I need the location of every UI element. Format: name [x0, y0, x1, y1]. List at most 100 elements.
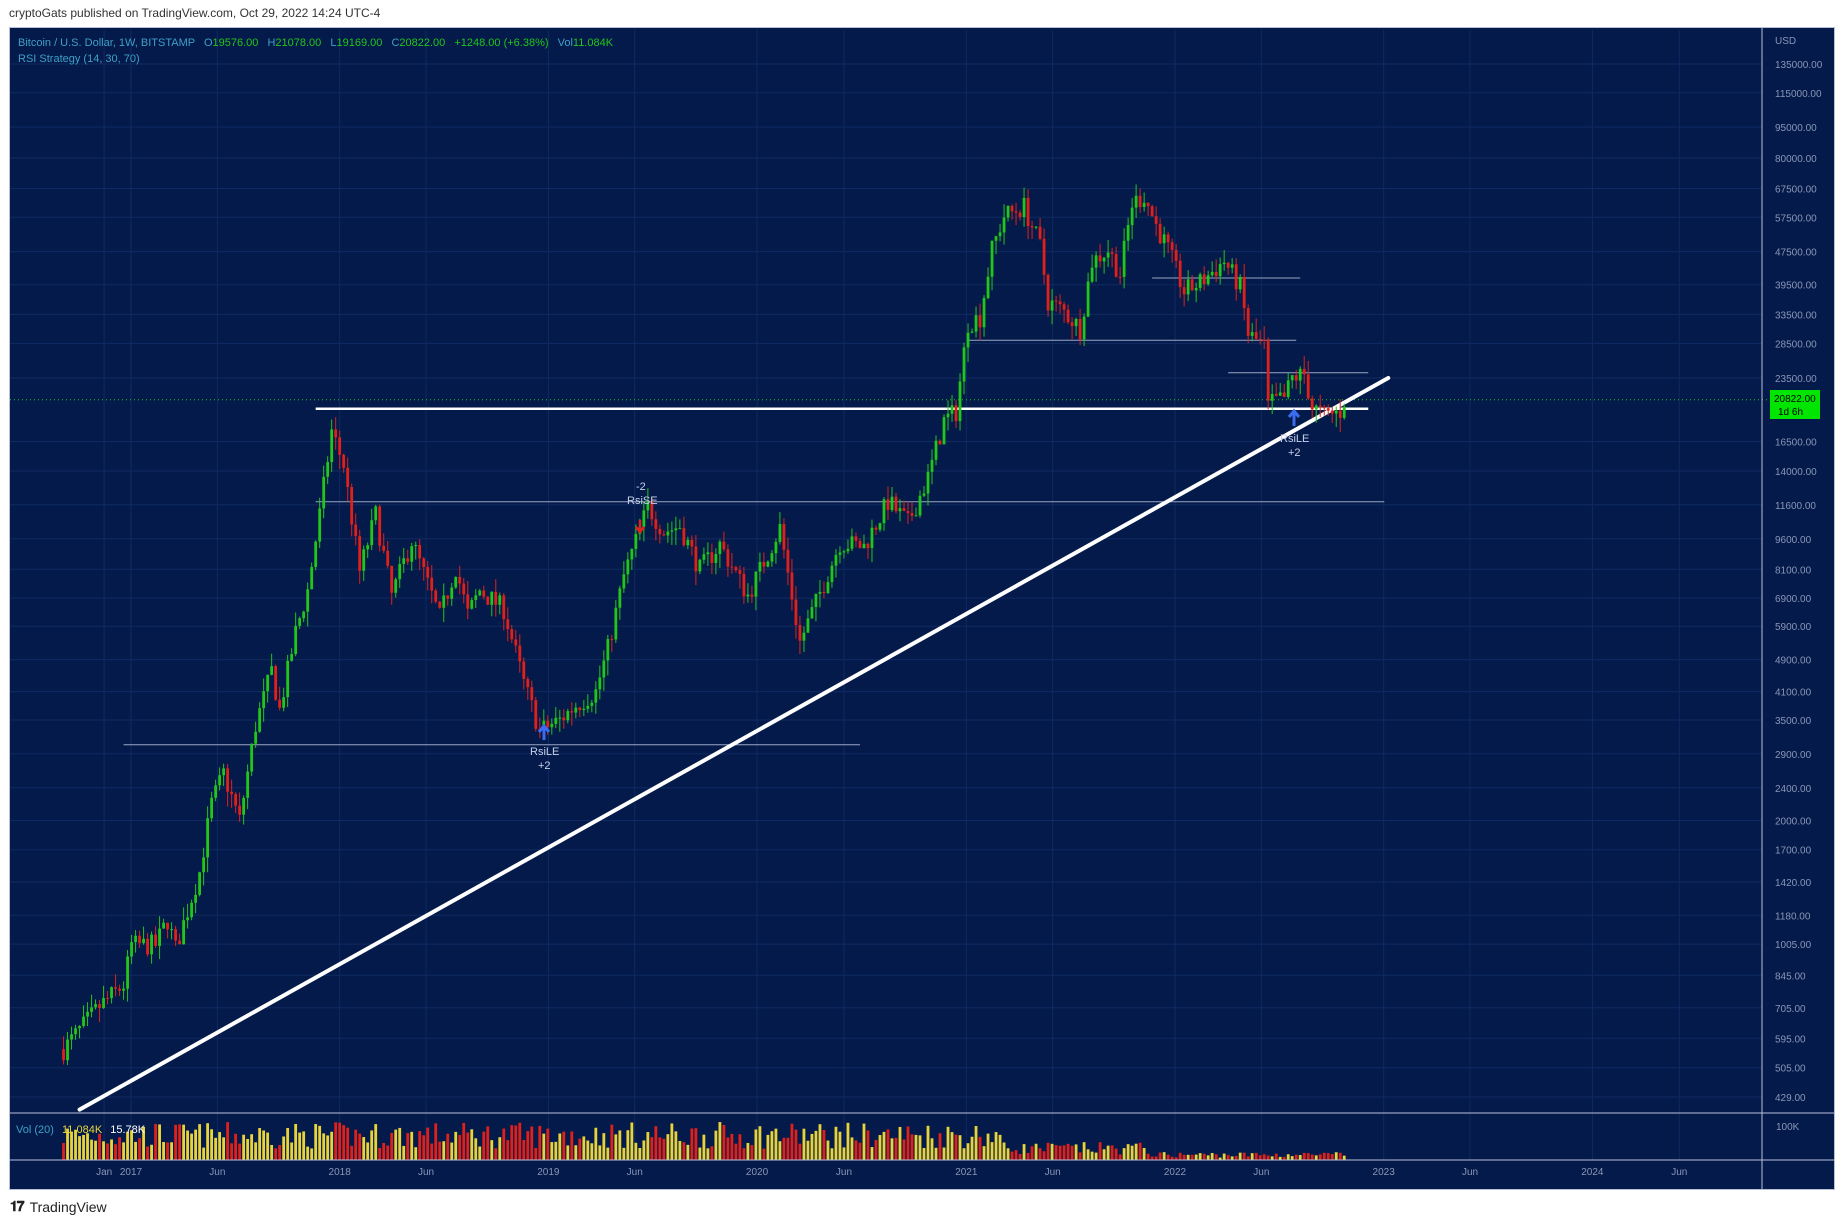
candle: [1054, 295, 1058, 312]
candle-body: [286, 660, 290, 698]
candle-body: [854, 536, 858, 541]
candle: [562, 709, 566, 729]
volume-bar: [814, 1130, 818, 1160]
candle: [746, 583, 750, 603]
candle-body: [722, 541, 726, 550]
volume-bar: [226, 1122, 230, 1160]
candle: [922, 486, 926, 498]
candles-layer: [62, 184, 1346, 1066]
candle-body: [322, 476, 326, 509]
candle-body: [882, 499, 886, 524]
time-tick-label: Jun: [1462, 1167, 1478, 1178]
candle-body: [1166, 234, 1170, 243]
volume-bar: [594, 1127, 598, 1160]
candle: [986, 267, 990, 300]
candle-body: [1042, 238, 1046, 275]
volume-bar: [638, 1147, 642, 1160]
volume-bar: [586, 1140, 590, 1160]
volume-bar: [1314, 1155, 1318, 1160]
candle-body: [318, 508, 322, 542]
candle: [74, 1024, 77, 1040]
volume-bar: [846, 1122, 850, 1160]
candle-body: [1298, 368, 1302, 381]
candle: [462, 578, 466, 604]
volume-bar: [1166, 1154, 1170, 1160]
candle-body: [1070, 322, 1074, 327]
volume-bar: [634, 1142, 638, 1160]
candle: [1214, 259, 1218, 283]
candle: [446, 595, 450, 606]
candle: [1230, 258, 1234, 274]
candle-body: [1294, 375, 1298, 381]
volume-bar: [1298, 1155, 1302, 1160]
volume-bar: [458, 1135, 462, 1160]
volume-bar: [702, 1134, 706, 1160]
candle-body: [1082, 316, 1086, 340]
volume-bar: [522, 1139, 526, 1160]
candle: [958, 373, 962, 431]
candle-body: [302, 611, 306, 619]
volume-bar: [250, 1134, 254, 1160]
volume-bar: [1290, 1156, 1294, 1160]
candle-body: [174, 929, 177, 941]
legend-symbol: Bitcoin / U.S. Dollar, 1W, BITSTAMP: [18, 37, 195, 49]
volume-bar: [862, 1123, 866, 1160]
candle: [382, 533, 386, 554]
candle-body: [398, 564, 402, 580]
candle-body: [110, 987, 113, 999]
arrow-down-icon: [635, 520, 645, 535]
candle: [398, 556, 402, 588]
volume-bar: [1246, 1156, 1250, 1160]
volume-bar: [318, 1125, 322, 1160]
candle-body: [342, 454, 346, 468]
candle: [982, 295, 986, 337]
candle: [1122, 228, 1126, 289]
volume-bar: [1074, 1144, 1078, 1160]
candle-body: [706, 552, 710, 555]
volume-bar: [1098, 1142, 1102, 1160]
candle: [266, 674, 270, 703]
candle-body: [278, 699, 282, 708]
volume-bar: [890, 1138, 894, 1160]
candle: [558, 709, 562, 732]
candle: [338, 430, 342, 470]
candle: [1018, 210, 1022, 221]
candle-body: [1062, 304, 1066, 310]
volume-bar: [94, 1140, 97, 1160]
candle-body: [358, 536, 362, 571]
volume-bar: [934, 1147, 938, 1160]
candle: [978, 303, 982, 341]
volume-bar: [798, 1143, 802, 1160]
candle-body: [198, 872, 202, 895]
candle-body: [1170, 242, 1174, 250]
candle: [282, 687, 286, 712]
candle: [666, 522, 670, 543]
candle: [826, 576, 830, 595]
candle-body: [1254, 332, 1258, 339]
candle-body: [1326, 408, 1330, 411]
candle: [1030, 220, 1034, 239]
volume-bar: [830, 1148, 834, 1160]
candle-body: [1094, 255, 1098, 268]
volume-bar: [462, 1122, 466, 1160]
candle-body: [1202, 274, 1206, 285]
candle-body: [610, 639, 614, 641]
candle: [206, 806, 210, 873]
volume-bar: [254, 1142, 258, 1160]
chart-panel[interactable]: [9, 27, 1835, 1190]
candle-body: [742, 573, 746, 597]
candle: [342, 453, 346, 473]
tradingview-footer[interactable]: 𝟏𝟕 TradingView: [10, 1198, 107, 1215]
volume-bar: [282, 1136, 286, 1160]
candle: [406, 549, 410, 565]
published-by-text: cryptoGats published on TradingView.com,…: [9, 6, 381, 20]
candle: [622, 561, 626, 593]
candle-body: [514, 639, 518, 646]
candle-body: [990, 240, 994, 277]
volume-bar: [794, 1129, 798, 1160]
volume-bar: [1002, 1142, 1006, 1160]
volume-bar: [1130, 1145, 1134, 1160]
candle-body: [554, 717, 558, 724]
candle: [586, 694, 590, 713]
